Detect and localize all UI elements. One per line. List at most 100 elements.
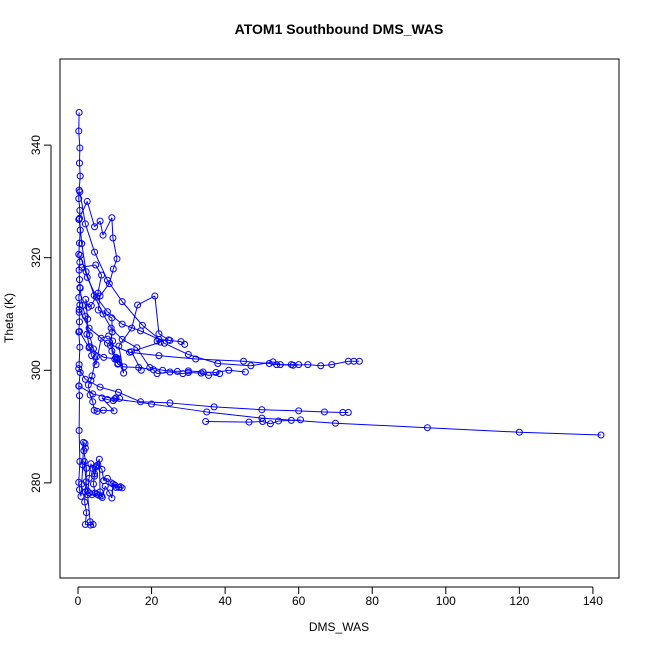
data-point: [269, 358, 277, 366]
series-segment: [298, 410, 325, 413]
data-point: [216, 370, 224, 378]
data-point: [94, 289, 102, 297]
data-point: [91, 223, 99, 231]
data-point: [75, 159, 83, 167]
data-point: [245, 418, 253, 426]
data-point: [96, 217, 104, 225]
series-segment: [112, 258, 118, 270]
data-point: [75, 427, 83, 435]
data-point: [78, 240, 86, 248]
series-segment: [84, 223, 96, 253]
data-point: [276, 361, 284, 369]
data-point: [344, 409, 352, 417]
data-point: [99, 231, 107, 239]
data-point: [105, 280, 113, 288]
data-point: [98, 465, 106, 473]
y-tick-label: 340: [29, 135, 43, 155]
series-segment: [101, 469, 105, 481]
series-segment: [86, 201, 96, 227]
data-point: [258, 406, 266, 414]
series-segment: [95, 338, 102, 365]
data-point: [75, 327, 83, 335]
series-segment: [81, 264, 96, 268]
series-segment: [169, 371, 183, 375]
series-segment: [249, 421, 263, 423]
data-point: [76, 343, 84, 351]
series-segment: [270, 420, 279, 425]
data-point: [92, 261, 100, 269]
series-segment: [107, 279, 123, 302]
series-segment: [130, 351, 142, 371]
data-point: [76, 172, 84, 180]
data-point: [91, 470, 99, 478]
series-segment: [180, 341, 185, 345]
data-point: [75, 108, 83, 116]
series-segment: [206, 411, 262, 419]
x-tick-label: 0: [75, 594, 82, 608]
series-segment: [86, 334, 90, 347]
series-segment: [262, 421, 271, 425]
series-7: [75, 365, 352, 417]
data-point: [83, 273, 91, 281]
series-segment: [90, 375, 93, 381]
data-point: [92, 353, 100, 361]
series-segment: [136, 347, 151, 368]
data-point: [241, 368, 249, 376]
data-point: [184, 369, 192, 377]
series-segment: [81, 305, 86, 317]
data-point: [85, 343, 93, 351]
data-point: [105, 332, 113, 340]
chart-title: ATOM1 Southbound DMS_WAS: [235, 21, 444, 37]
data-point: [164, 336, 172, 344]
data-point: [133, 344, 141, 352]
data-point: [597, 431, 605, 439]
series-segment: [118, 345, 125, 374]
data-point: [515, 428, 523, 436]
data-point: [113, 356, 121, 364]
y-tick-label: 320: [29, 247, 43, 267]
series-4: [75, 305, 363, 370]
data-point: [92, 293, 100, 301]
data-point: [138, 321, 146, 329]
data-point: [151, 292, 159, 300]
data-point: [109, 337, 117, 345]
data-point: [328, 361, 336, 369]
series-segment: [140, 401, 170, 404]
data-point: [115, 342, 123, 350]
data-point: [247, 362, 255, 370]
series-segment: [79, 255, 88, 278]
data-point: [75, 308, 83, 316]
data-point: [109, 234, 117, 242]
data-point: [146, 363, 154, 371]
x-tick-label: 60: [292, 594, 306, 608]
series-segment: [99, 221, 104, 236]
data-point: [94, 461, 102, 469]
data-point: [118, 298, 126, 306]
x-axis: 0 20 40 60 80 100 120 140: [75, 586, 603, 608]
series-segment: [250, 361, 274, 367]
data-point: [75, 305, 83, 313]
series-segment: [78, 386, 80, 396]
data-point: [274, 417, 282, 425]
data-point: [295, 361, 303, 369]
data-point: [75, 318, 83, 326]
series-segment: [92, 401, 95, 411]
series-segment: [90, 463, 93, 469]
series-segment: [118, 391, 141, 403]
data-point: [304, 361, 312, 369]
data-point: [92, 361, 100, 369]
series-segment: [90, 292, 99, 306]
data-point: [92, 462, 100, 470]
series-segment: [114, 398, 152, 405]
y-axis-label: Theta (K): [2, 293, 16, 343]
series-segment: [80, 483, 83, 497]
data-point: [76, 301, 84, 309]
data-point: [93, 490, 101, 498]
series-segment: [103, 477, 108, 482]
series-segment: [103, 409, 115, 412]
data-point: [82, 295, 90, 303]
data-point: [192, 355, 200, 363]
data-point: [155, 330, 163, 338]
series-segment: [307, 364, 321, 367]
series-segment: [272, 361, 281, 366]
